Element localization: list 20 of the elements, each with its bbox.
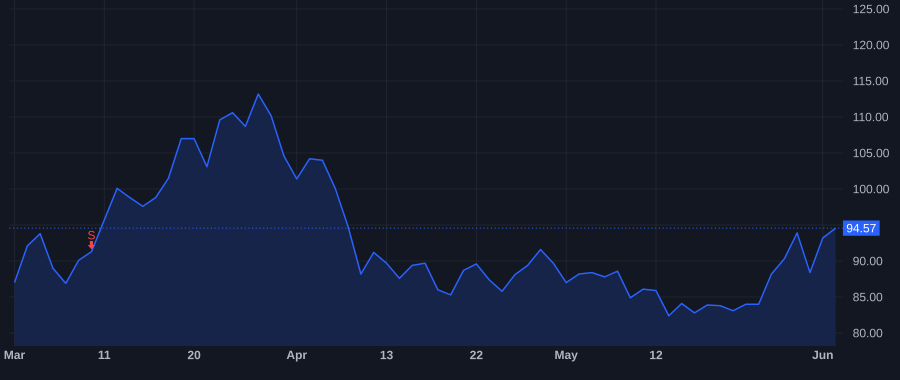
ref-line-label: 94.57	[846, 224, 876, 232]
x-tick-label: 22	[470, 350, 483, 360]
x-tick-label: Jun	[812, 350, 833, 360]
y-tick-label: 125.00	[854, 4, 889, 14]
x-tick-label: 13	[380, 350, 393, 360]
x-tick-label: 11	[98, 350, 110, 359]
y-tick-label: 110.00	[854, 112, 888, 122]
x-tick-label: 20	[188, 350, 200, 360]
y-tick-label: 85.00	[853, 292, 882, 302]
x-tick-label: Mar	[4, 350, 25, 360]
y-tick-label: 115.00	[854, 76, 888, 86]
y-tick-label: 80.00	[853, 328, 882, 338]
x-tick-label: Apr	[286, 350, 307, 362]
x-tick-label: 12	[650, 350, 662, 360]
annotation: S	[88, 230, 95, 240]
y-tick-label: 100.00	[854, 184, 889, 194]
x-tick-label: May	[555, 350, 578, 362]
y-tick-label: 105.00	[854, 148, 889, 158]
y-tick-label: 90.00	[853, 256, 882, 266]
y-tick-label: 120.00	[854, 40, 889, 50]
